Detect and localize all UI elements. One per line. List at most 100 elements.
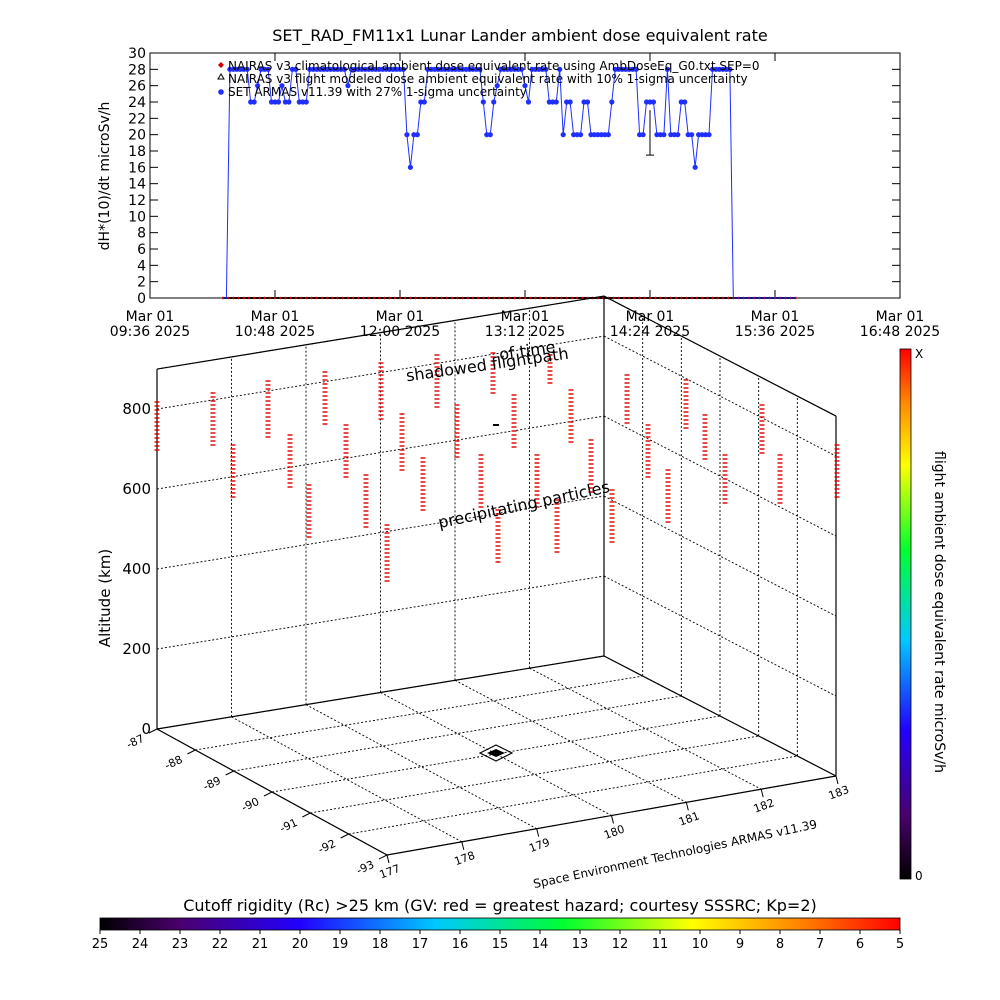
wall-grid-line — [156, 495, 605, 570]
x-tick-label: 12:00 2025 — [360, 324, 440, 340]
armas-point — [675, 132, 681, 138]
y-tick-label: 2 — [137, 275, 146, 291]
climatology-point — [497, 296, 501, 300]
climatology-point — [487, 296, 491, 300]
armas-point — [400, 66, 407, 72]
climatology-point — [570, 296, 574, 300]
climatology-point — [377, 296, 381, 300]
climatology-point — [393, 296, 397, 300]
x-tick-label: 09:36 2025 — [110, 324, 190, 340]
floor-grid-line — [305, 704, 537, 830]
precipitating-particles-label: precipitating particles — [436, 477, 611, 532]
climatology-point — [664, 296, 668, 300]
bottom-colorbar-tick-label: 19 — [332, 937, 349, 952]
climatology-point — [440, 296, 444, 300]
climatology-point — [388, 296, 392, 300]
climatology-point — [705, 296, 709, 300]
lat-tick-label: -90 — [239, 795, 261, 814]
climatology-point — [226, 296, 230, 300]
z-tick-label: 200 — [122, 640, 151, 658]
climatology-point — [554, 296, 558, 300]
bottom-colorbar-tick-label: 20 — [292, 937, 309, 952]
wall-grid-line — [156, 335, 605, 410]
armas-point — [345, 83, 351, 89]
bottom-colorbar-tick-label: 17 — [412, 937, 429, 952]
climatology-point — [403, 296, 407, 300]
box-edge — [603, 295, 837, 417]
climatology-point — [237, 296, 241, 300]
armas-point — [664, 66, 670, 72]
wall-grid-line — [603, 575, 837, 697]
armas-point — [255, 83, 261, 89]
climatology-point — [372, 296, 376, 300]
climatology-point — [533, 296, 537, 300]
climatology-point — [434, 296, 438, 300]
lon-tick-label: 182 — [752, 796, 776, 815]
lon-tick — [386, 854, 390, 864]
climatology-point — [513, 296, 517, 300]
climatology-point — [528, 296, 532, 300]
climatology-point — [617, 296, 621, 300]
bottom-colorbar-label: Cutoff rigidity (Rc) >25 km (GV: red = g… — [183, 896, 817, 915]
lat-tick-label: -93 — [354, 858, 376, 877]
armas-point — [303, 99, 309, 105]
climatology-point — [419, 296, 423, 300]
y-tick-label: 4 — [137, 258, 146, 274]
lat-tick — [187, 749, 196, 755]
climatology-point — [674, 296, 678, 300]
bottom-colorbar-tick-label: 9 — [736, 937, 744, 952]
x-tick-label: Mar 01 — [751, 309, 800, 325]
climatology-point — [481, 296, 485, 300]
climatology-point — [669, 296, 673, 300]
lat-tick — [378, 854, 388, 860]
climatology-point — [643, 296, 647, 300]
climatology-point — [273, 296, 277, 300]
climatology-point — [283, 296, 287, 300]
armas-point — [553, 99, 559, 105]
climatology-point — [455, 296, 459, 300]
wall-grid-line — [156, 575, 605, 650]
floor-grid-line — [195, 675, 643, 751]
climatology-point — [356, 296, 360, 300]
climatology-point — [721, 296, 725, 300]
lon-tick-label: 180 — [602, 823, 626, 842]
bottom-colorbar-tick-label: 14 — [532, 937, 549, 952]
bottom-colorbar-tick-label: 16 — [452, 937, 469, 952]
z-axis-label: Altitude (km) — [96, 549, 114, 647]
armas-point — [650, 99, 657, 105]
climatology-point — [492, 296, 496, 300]
y-tick-label: 14 — [128, 177, 146, 193]
armas-point — [275, 99, 282, 105]
bottom-colorbar-tick-label: 6 — [856, 937, 864, 952]
armas-point — [279, 83, 285, 89]
climatology-point — [502, 296, 506, 300]
right-colorbar-gradient — [899, 348, 912, 880]
climatology-point — [632, 296, 636, 300]
x-tick-label: 15:36 2025 — [735, 324, 815, 340]
lat-tick — [340, 833, 349, 839]
series-group — [221, 66, 798, 300]
climatology-point — [622, 296, 626, 300]
bottom-colorbar-tick-label: 5 — [896, 937, 904, 952]
lat-tick — [302, 812, 311, 818]
x-tick-label: 13:12 2025 — [485, 324, 565, 340]
lon-tick-label: 178 — [453, 849, 477, 868]
climatology-point — [445, 296, 449, 300]
lat-tick-label: -92 — [316, 837, 338, 856]
lon-tick-label: 183 — [827, 783, 851, 802]
wall-grid-line — [603, 335, 837, 457]
climatology-point — [424, 296, 428, 300]
floor-grid-line — [529, 667, 762, 790]
climatology-point — [476, 296, 480, 300]
climatology-point — [518, 296, 522, 300]
lat-tick-label: -91 — [278, 816, 300, 835]
climatology-point — [242, 296, 246, 300]
y-tick-label: 0 — [137, 291, 146, 307]
climatology-point — [304, 296, 308, 300]
climatology-point — [263, 296, 267, 300]
climatology-point — [638, 296, 642, 300]
bottom-colorbar-ticks: 25 24 23 22 21 20 19 18 17 16 15 14 13 12 11 10 9 8 7 6 5 — [92, 930, 904, 952]
